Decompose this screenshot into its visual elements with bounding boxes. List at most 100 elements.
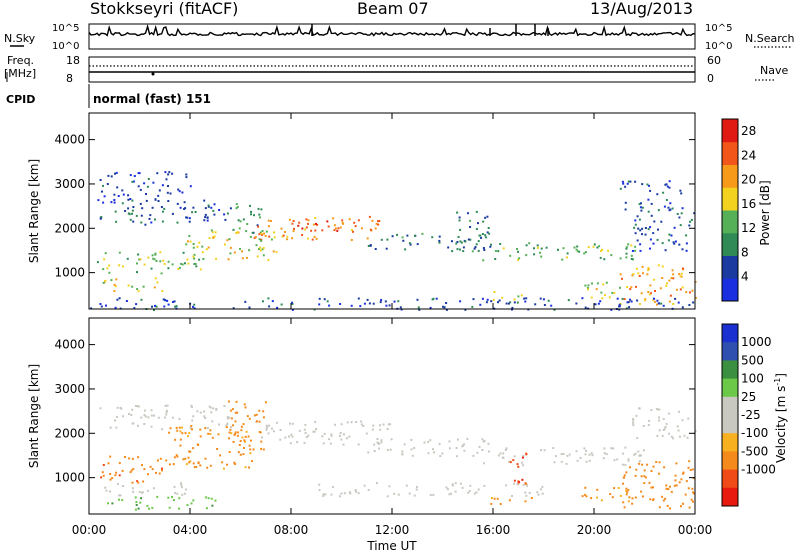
- scatter-cell: [173, 485, 176, 488]
- scatter-cell: [226, 239, 229, 242]
- scatter-cell: [504, 449, 507, 451]
- scatter-cell: [142, 480, 145, 483]
- scatter-cell: [455, 242, 458, 245]
- scatter-cell: [553, 308, 556, 311]
- scatter-cell: [182, 251, 185, 254]
- scatter-cell: [132, 220, 135, 223]
- cpid-value: normal (fast) 151: [93, 92, 211, 106]
- scatter-cell: [602, 283, 605, 286]
- scatter-cell: [637, 450, 640, 453]
- y-tick-label: 2000: [54, 426, 85, 440]
- scatter-cell: [522, 454, 525, 457]
- scatter-cell: [630, 300, 633, 303]
- scatter-cell: [603, 258, 606, 261]
- scatter-cell: [134, 496, 137, 499]
- scatter-cell: [292, 230, 295, 233]
- scatter-cell: [118, 251, 121, 254]
- scatter-cell: [376, 438, 379, 440]
- scatter-cell: [339, 303, 342, 305]
- scatter-cell: [131, 209, 134, 212]
- scatter-cell: [131, 180, 134, 183]
- scatter-cell: [652, 498, 655, 501]
- scatter-cell: [494, 258, 497, 260]
- scatter-cell: [387, 423, 390, 426]
- scatter-cell: [180, 482, 183, 485]
- scatter-cell: [173, 499, 175, 502]
- scatter-cell: [270, 220, 272, 222]
- scatter-cell: [516, 483, 519, 486]
- scatter-cell: [291, 303, 294, 305]
- scatter-cell: [664, 497, 667, 500]
- scatter-cell: [188, 461, 191, 464]
- scatter-cell: [115, 278, 118, 281]
- scatter-cell: [625, 246, 628, 249]
- scatter-cell: [267, 432, 270, 435]
- scatter-cell: [418, 308, 421, 311]
- scatter-cell: [668, 233, 671, 236]
- scatter-cell: [223, 213, 226, 216]
- scatter-cell: [348, 435, 351, 438]
- x-tick-label: 04:00: [173, 523, 208, 537]
- scatter-cell: [321, 229, 324, 232]
- scatter-cell: [113, 201, 116, 204]
- scatter-cell: [497, 454, 500, 457]
- scatter-cell: [181, 426, 184, 429]
- scatter-cell: [684, 493, 687, 496]
- scatter-cell: [154, 218, 156, 221]
- scatter-cell: [330, 434, 333, 437]
- scatter-cell: [456, 241, 459, 243]
- scatter-cell: [186, 240, 189, 243]
- scatter-cell: [192, 246, 195, 249]
- scatter-cell: [121, 499, 124, 502]
- scatter-cell: [237, 431, 240, 434]
- scatter-cell: [239, 440, 242, 442]
- scatter-cell: [665, 199, 668, 201]
- scatter-cell: [159, 457, 162, 460]
- scatter-cell: [243, 439, 246, 442]
- scatter-cell: [613, 292, 616, 295]
- scatter-cell: [253, 414, 256, 417]
- scatter-cell: [643, 299, 646, 302]
- nsky-tick-top: 10^5: [52, 23, 79, 34]
- scatter-cell: [550, 304, 553, 307]
- scatter-cell: [109, 455, 112, 458]
- scatter-cell: [332, 217, 335, 220]
- scatter-cell: [469, 484, 472, 487]
- scatter-cell: [587, 246, 590, 249]
- scatter-cell: [148, 217, 151, 220]
- scatter-cell: [379, 428, 382, 431]
- scatter-cell: [685, 249, 688, 252]
- scatter-cell: [118, 474, 121, 477]
- scatter-cell: [288, 218, 291, 221]
- colorbar-tick-label: 12: [741, 221, 756, 235]
- scatter-cell: [156, 495, 159, 498]
- scatter-cell: [640, 209, 643, 212]
- scatter-cell: [185, 488, 187, 491]
- scatter-cell: [680, 212, 683, 215]
- scatter-cell: [662, 499, 665, 502]
- scatter-cell: [596, 282, 599, 285]
- scatter-cell: [141, 207, 144, 210]
- scatter-cell: [186, 216, 189, 219]
- scatter-cell: [659, 287, 662, 290]
- scatter-cell: [660, 220, 663, 223]
- scatter-cell: [322, 442, 325, 445]
- scatter-cell: [528, 491, 531, 494]
- scatter-cell: [273, 236, 276, 239]
- scatter-cell: [584, 251, 587, 254]
- scatter-cell: [258, 238, 261, 241]
- scatter-cell: [374, 248, 377, 250]
- scatter-cell: [144, 415, 147, 418]
- scatter-cell: [167, 260, 170, 263]
- scatter-cell: [102, 184, 104, 187]
- scatter-cell: [378, 447, 381, 450]
- scatter-cell: [210, 206, 213, 209]
- nave-tick-bottom: 0: [707, 72, 714, 85]
- scatter-cell: [632, 418, 635, 421]
- scatter-cell: [654, 300, 657, 303]
- scatter-cell: [328, 438, 330, 441]
- scatter-cell: [229, 252, 232, 255]
- scatter-cell: [109, 473, 112, 475]
- scatter-cell: [129, 218, 132, 221]
- scatter-cell: [209, 429, 212, 432]
